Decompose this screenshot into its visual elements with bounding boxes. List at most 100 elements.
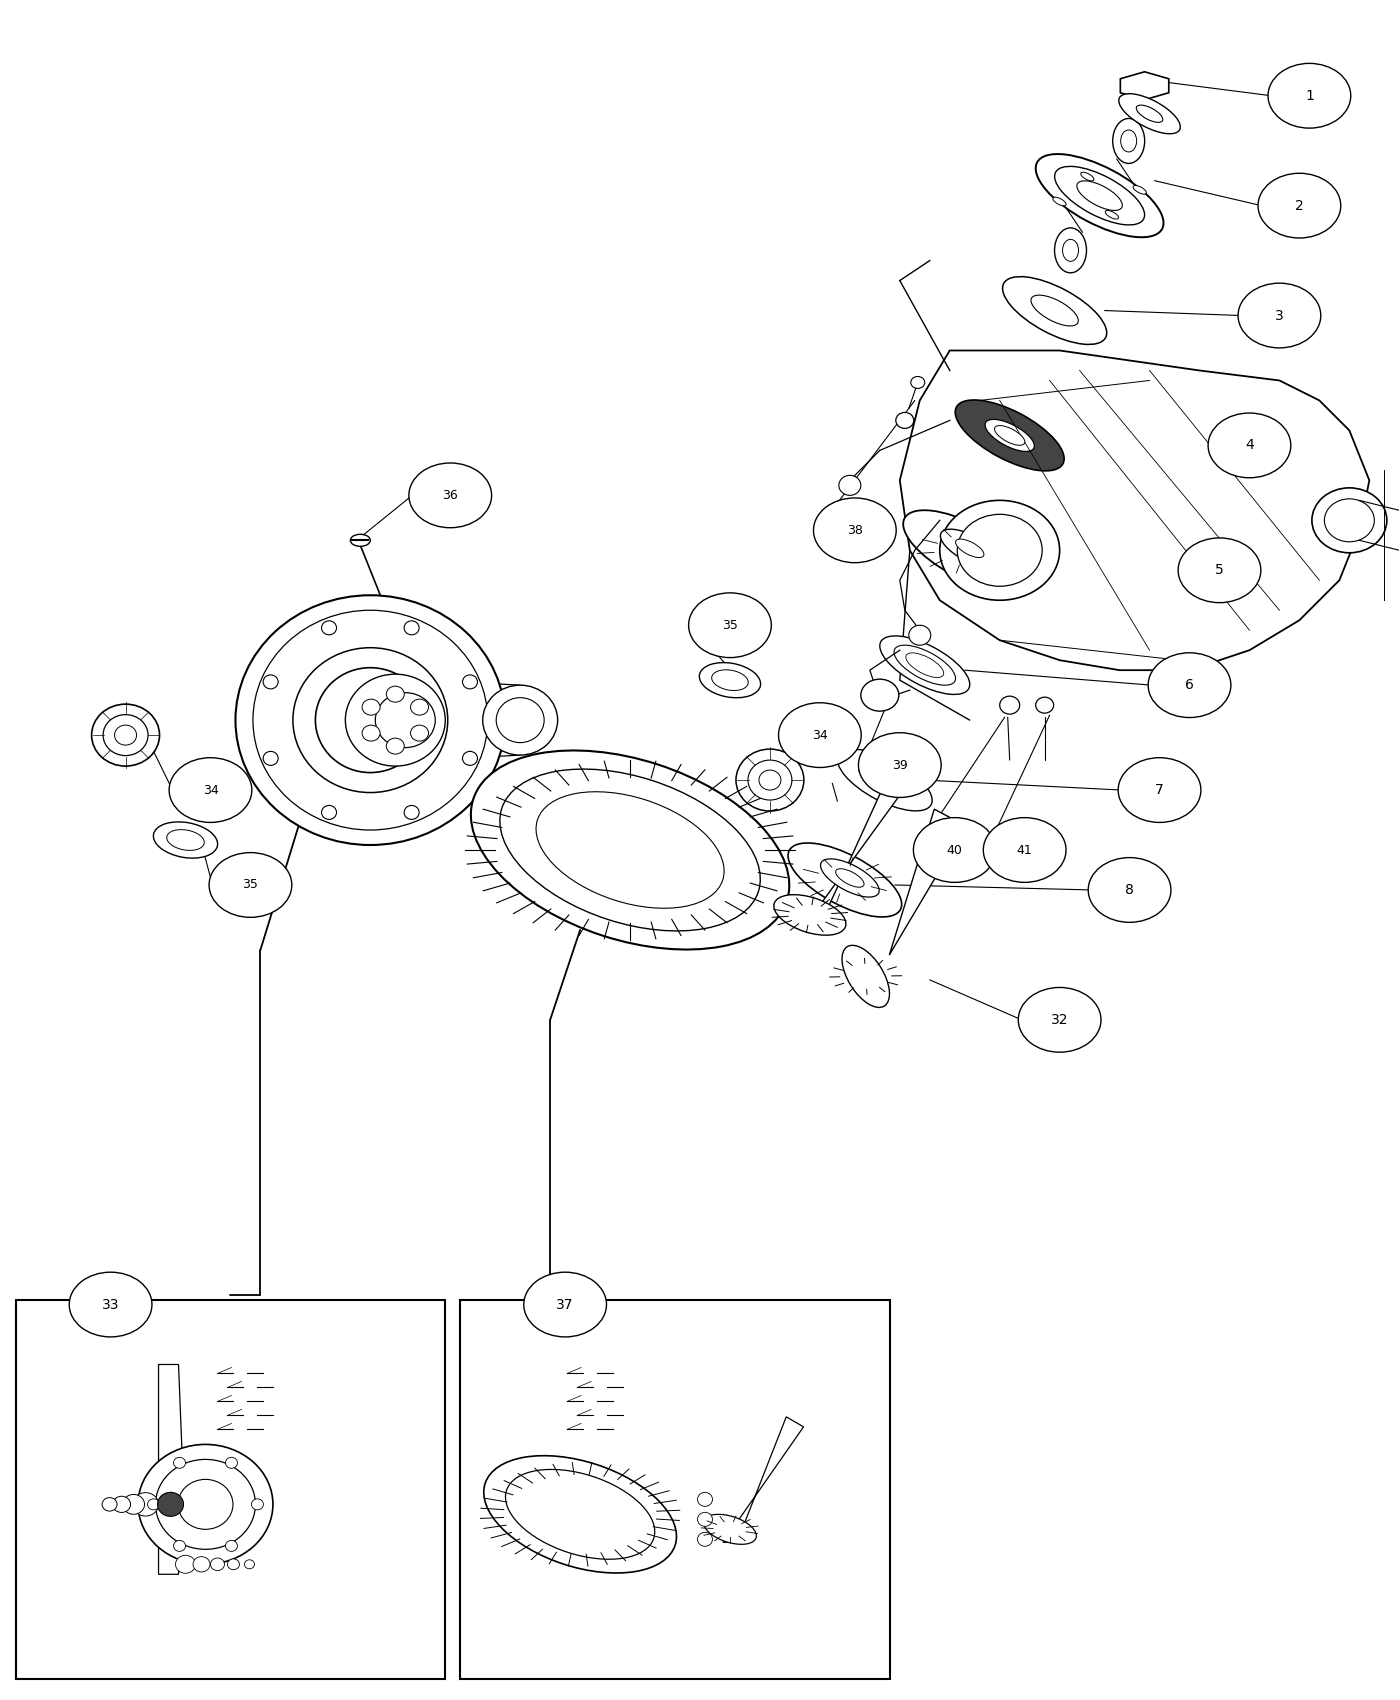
Ellipse shape (462, 751, 477, 765)
Ellipse shape (1088, 857, 1170, 923)
Bar (461, 1299, 890, 1680)
Ellipse shape (774, 894, 846, 935)
Ellipse shape (1081, 172, 1093, 180)
Ellipse shape (1137, 105, 1163, 122)
Ellipse shape (1120, 129, 1137, 151)
Ellipse shape (913, 818, 997, 882)
Ellipse shape (1053, 197, 1067, 206)
Ellipse shape (1119, 94, 1180, 134)
Text: 34: 34 (203, 784, 218, 797)
Text: 5: 5 (1215, 563, 1224, 578)
Ellipse shape (405, 620, 419, 634)
Ellipse shape (375, 692, 435, 748)
Ellipse shape (263, 675, 279, 688)
Ellipse shape (788, 843, 902, 916)
Ellipse shape (813, 498, 896, 563)
Text: 3: 3 (1275, 308, 1284, 323)
Ellipse shape (1208, 413, 1291, 478)
Ellipse shape (315, 668, 426, 772)
Ellipse shape (484, 1455, 676, 1573)
Text: 34: 34 (812, 729, 827, 741)
Ellipse shape (896, 413, 914, 428)
Ellipse shape (178, 1479, 232, 1530)
Ellipse shape (1259, 173, 1341, 238)
Ellipse shape (1324, 498, 1375, 542)
Ellipse shape (115, 726, 137, 745)
Ellipse shape (1030, 296, 1078, 326)
Ellipse shape (293, 648, 448, 792)
Ellipse shape (1105, 211, 1119, 219)
Ellipse shape (386, 687, 405, 702)
Ellipse shape (409, 462, 491, 527)
Ellipse shape (505, 1469, 655, 1559)
Ellipse shape (906, 653, 944, 678)
Ellipse shape (1002, 277, 1107, 345)
Ellipse shape (225, 1540, 238, 1552)
Ellipse shape (958, 515, 1042, 586)
Ellipse shape (704, 1515, 756, 1544)
Ellipse shape (778, 702, 861, 767)
Ellipse shape (169, 758, 252, 823)
Ellipse shape (175, 1556, 196, 1572)
Ellipse shape (1036, 155, 1163, 238)
Ellipse shape (994, 425, 1025, 445)
Ellipse shape (837, 750, 932, 811)
Ellipse shape (1268, 63, 1351, 128)
Ellipse shape (858, 763, 911, 797)
Ellipse shape (167, 830, 204, 850)
Ellipse shape (346, 675, 445, 767)
Ellipse shape (69, 1272, 153, 1336)
Ellipse shape (322, 806, 336, 819)
Ellipse shape (227, 1559, 239, 1569)
Ellipse shape (405, 806, 419, 819)
Polygon shape (802, 762, 916, 930)
Ellipse shape (700, 663, 760, 697)
Text: 35: 35 (722, 619, 738, 632)
Ellipse shape (363, 699, 379, 716)
Ellipse shape (91, 704, 160, 767)
Text: 37: 37 (556, 1297, 574, 1311)
Ellipse shape (689, 593, 771, 658)
Ellipse shape (841, 945, 889, 1008)
Ellipse shape (386, 738, 405, 755)
Ellipse shape (1238, 284, 1320, 348)
Ellipse shape (154, 821, 217, 858)
Text: 33: 33 (102, 1297, 119, 1311)
Ellipse shape (858, 733, 941, 797)
Ellipse shape (1312, 488, 1387, 552)
Ellipse shape (861, 680, 899, 711)
Ellipse shape (410, 726, 428, 741)
Ellipse shape (174, 1457, 186, 1469)
Ellipse shape (139, 1445, 273, 1564)
Ellipse shape (536, 792, 724, 908)
Ellipse shape (711, 670, 748, 690)
Text: 39: 39 (892, 758, 907, 772)
Ellipse shape (1077, 180, 1123, 211)
Ellipse shape (102, 1498, 118, 1511)
Ellipse shape (839, 476, 861, 495)
Ellipse shape (496, 697, 545, 743)
Ellipse shape (210, 1557, 224, 1571)
Ellipse shape (911, 376, 925, 389)
Ellipse shape (263, 751, 279, 765)
Text: 2: 2 (1295, 199, 1303, 212)
Ellipse shape (941, 529, 1000, 568)
Ellipse shape (363, 726, 379, 741)
Ellipse shape (1179, 537, 1261, 602)
Ellipse shape (225, 1457, 238, 1469)
Ellipse shape (836, 869, 864, 887)
Ellipse shape (909, 626, 931, 646)
Ellipse shape (104, 714, 148, 755)
Ellipse shape (748, 760, 792, 801)
Ellipse shape (350, 534, 371, 546)
Ellipse shape (895, 646, 956, 685)
Ellipse shape (697, 1493, 713, 1506)
Text: 8: 8 (1126, 882, 1134, 898)
Text: 35: 35 (242, 879, 259, 891)
Ellipse shape (133, 1493, 158, 1516)
Ellipse shape (209, 853, 291, 918)
Ellipse shape (112, 1496, 130, 1513)
Ellipse shape (1036, 697, 1054, 712)
Ellipse shape (410, 699, 428, 716)
Ellipse shape (252, 1499, 263, 1510)
